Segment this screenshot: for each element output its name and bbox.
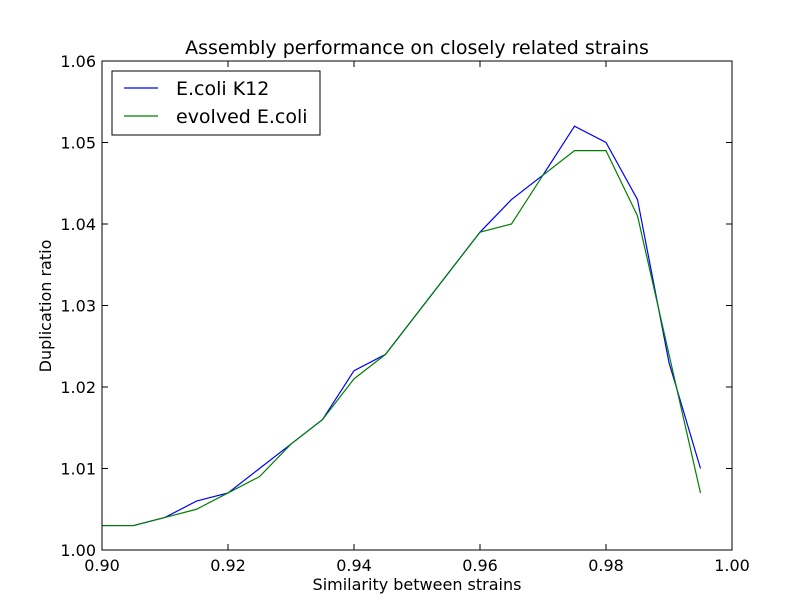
x-tick-label: 0.96 — [462, 556, 498, 575]
chart-title: Assembly performance on closely related … — [185, 37, 649, 59]
x-axis-label: Similarity between strains — [313, 575, 522, 594]
series-line-1 — [102, 125, 702, 527]
x-tick-label: 0.94 — [336, 556, 372, 575]
x-tick-label: 0.98 — [588, 556, 624, 575]
y-tick-label: 1.01 — [60, 460, 96, 479]
legend-label-2: evolved E.coli — [176, 106, 308, 128]
y-tick-label: 1.05 — [60, 134, 96, 153]
series-layer — [102, 125, 702, 527]
x-tick-label: 0.90 — [84, 556, 120, 575]
series-line-2 — [102, 150, 702, 527]
y-axis-label: Duplication ratio — [36, 240, 55, 373]
y-tick-label: 1.04 — [60, 215, 96, 234]
legend-box — [111, 70, 321, 136]
legend-label-1: E.coli K12 — [176, 78, 269, 100]
legend: E.coli K12 evolved E.coli — [111, 70, 321, 136]
y-tick-label: 1.02 — [60, 378, 96, 397]
y-tick-label: 1.03 — [60, 297, 96, 316]
x-tick-label: 1.00 — [714, 556, 750, 575]
y-tick-label: 1.00 — [60, 541, 96, 560]
tick-layer: 0.90 0.92 0.94 0.96 0.98 1.00 1.00 1.01 1.02 1.03… — [60, 52, 749, 575]
x-tick-label: 0.92 — [210, 556, 246, 575]
y-tick-label: 1.06 — [60, 52, 96, 71]
